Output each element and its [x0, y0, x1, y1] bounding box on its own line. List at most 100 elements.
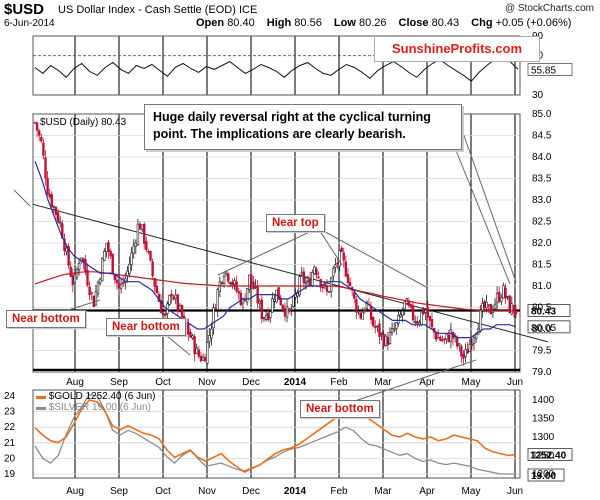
candle-body [136, 223, 140, 246]
legend-gold-swatch: ▬ [36, 391, 46, 402]
candle-body [134, 242, 138, 247]
candle-body [380, 333, 383, 335]
candle-body [462, 354, 465, 359]
candle-body [384, 335, 387, 346]
candle-body [264, 315, 268, 320]
candle-body [401, 310, 404, 316]
price-y-tick-label: 79.0 [532, 367, 552, 378]
candle-body [489, 304, 492, 315]
callout-near-top-middle [317, 227, 343, 266]
candle-body [103, 250, 106, 261]
candle-body [439, 337, 442, 341]
candle-body [105, 243, 108, 252]
x-tick-label-metal: Oct [155, 486, 171, 497]
candle-body [273, 298, 276, 302]
annotation-near-top: Near top [266, 214, 325, 232]
candle-body [77, 262, 81, 271]
metal-left-tick-label: 20 [4, 453, 16, 464]
callout-edge-pointer [13, 189, 31, 207]
candle-body [191, 335, 194, 339]
candle-body [84, 259, 87, 273]
candle-body [63, 238, 66, 251]
candle-body [344, 261, 348, 277]
candle-body [334, 264, 337, 268]
candle-body [277, 287, 280, 300]
axis-labels: Aug Aug Sep Sep Oct Oct Nov Nov Dec Dec 2014 2014 Fe… [4, 31, 555, 497]
x-tick-label-metal: Nov [198, 486, 216, 497]
candle-body [338, 250, 341, 267]
candle-body [67, 246, 70, 266]
candle-body [447, 334, 450, 342]
candle-body [458, 343, 461, 346]
candle-body [413, 321, 417, 323]
candle-body [495, 293, 499, 304]
x-tick-label-price: Mar [374, 377, 392, 388]
x-tick-label-metal: May [462, 486, 481, 497]
ohlc-open-key: Open [196, 17, 225, 29]
candle-body [208, 335, 211, 342]
candle-body [342, 252, 345, 261]
price-y-tick-label: 80.0 [532, 324, 552, 335]
candle-body [371, 317, 375, 327]
candle-body [269, 311, 272, 318]
candle-body [128, 264, 131, 274]
candle-body [143, 223, 146, 244]
candle-body [138, 223, 142, 230]
candle-body [107, 242, 110, 253]
candle-body [390, 328, 394, 333]
candle-body [153, 277, 156, 287]
callout-bottom-may [351, 359, 477, 403]
candle-body [111, 253, 114, 275]
metal-right-tick-label: 1300 [532, 432, 555, 443]
price-y-tick-label: 81.0 [532, 281, 552, 292]
candle-body [145, 241, 148, 251]
candle-body [132, 245, 135, 254]
price-y-tick-label: 84.5 [532, 131, 552, 142]
brand-watermark: SunshineProfits.com [374, 36, 540, 62]
x-tick-label-price: Oct [155, 377, 171, 388]
x-tick-label-metal: 2014 [284, 486, 307, 497]
candle-body [170, 293, 173, 297]
candle-body [437, 336, 440, 339]
x-tick-label-metal: Aug [66, 486, 84, 497]
candle-body [168, 295, 171, 305]
candle-body [172, 296, 175, 300]
chart-date: 6-Jun-2014 [4, 18, 55, 29]
candle-body [460, 346, 463, 357]
candle-body [206, 342, 209, 364]
candle-body [212, 307, 215, 329]
candle-body [86, 269, 89, 286]
candle-body [510, 303, 513, 315]
candle-body [386, 336, 390, 346]
candle-body [122, 281, 125, 284]
metal-right-tick-label: 1200 [532, 469, 555, 480]
candle-body [416, 320, 419, 324]
candle-body [59, 221, 62, 224]
candle-body [193, 336, 196, 355]
candle-body [113, 274, 117, 280]
candle-body [44, 157, 47, 179]
candle-body [430, 319, 434, 328]
candle-body [50, 194, 54, 207]
price-last-value-label: 80.05 [531, 323, 556, 334]
gold-last-value-label: 1252.40 [530, 451, 567, 462]
candle-body [512, 304, 516, 313]
candle-body [140, 224, 144, 230]
candle-body [285, 306, 289, 318]
candle-body [434, 332, 438, 340]
candle-body [464, 349, 467, 357]
candle-body [164, 313, 167, 317]
candle-body [218, 281, 222, 292]
candle-body [388, 332, 392, 344]
metal-left-tick-label: 21 [4, 438, 16, 449]
candle-body [98, 278, 102, 284]
candle-body [151, 261, 154, 277]
price-panel: 80.43 80.05 [32, 121, 571, 371]
candle-body [304, 282, 308, 285]
candle-body [378, 323, 381, 337]
candle-body [348, 282, 352, 286]
candle-body [279, 299, 282, 306]
x-tick-label-metal: Apr [419, 486, 435, 497]
candle-body [71, 274, 75, 286]
candle-body [271, 298, 274, 313]
